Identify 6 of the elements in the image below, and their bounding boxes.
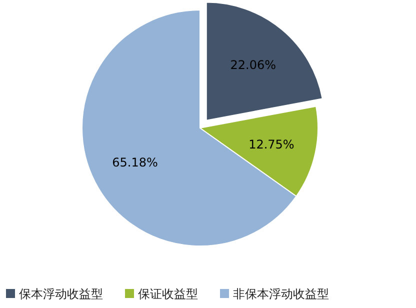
- legend-label: 保本浮动收益型: [19, 287, 103, 301]
- data-label: 22.06%: [230, 58, 276, 72]
- legend-label: 非保本浮动收益型: [233, 287, 329, 301]
- data-label: 65.18%: [112, 156, 158, 170]
- data-label: 12.75%: [248, 138, 294, 152]
- legend-label: 保证收益型: [138, 287, 198, 301]
